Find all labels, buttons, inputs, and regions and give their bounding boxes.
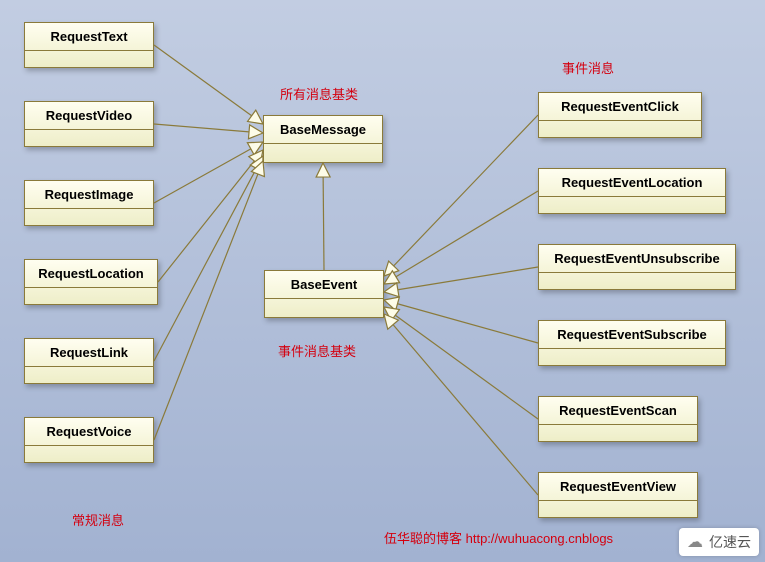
- class-title: RequestLocation: [25, 260, 157, 288]
- class-title: RequestEventScan: [539, 397, 697, 425]
- watermark: ☁ 亿速云: [679, 528, 759, 556]
- inheritance-edge: [154, 124, 249, 132]
- inheritance-arrowhead-icon: [250, 156, 263, 172]
- class-RequestEventSubscribe: RequestEventSubscribe: [538, 320, 726, 366]
- inheritance-arrowhead-icon: [251, 161, 264, 177]
- inheritance-arrowhead-icon: [249, 150, 263, 165]
- annotation-regular_msg: 常规消息: [72, 510, 124, 529]
- class-title: RequestEventView: [539, 473, 697, 501]
- class-title: RequestEventLocation: [539, 169, 725, 197]
- inheritance-arrowhead-icon: [384, 307, 399, 321]
- inheritance-arrowhead-icon: [384, 283, 399, 297]
- class-body: [25, 288, 157, 302]
- class-title: BaseMessage: [264, 116, 382, 144]
- class-RequestText: RequestText: [24, 22, 154, 68]
- annotation-blog: 伍华聪的博客 http://wuhuacong.cnblogs: [384, 528, 613, 547]
- class-RequestEventLocation: RequestEventLocation: [538, 168, 726, 214]
- class-title: RequestEventSubscribe: [539, 321, 725, 349]
- class-body: [25, 130, 153, 144]
- inheritance-edge: [395, 315, 538, 419]
- inheritance-edge: [394, 115, 538, 266]
- inheritance-arrowhead-icon: [248, 110, 263, 124]
- inheritance-arrowhead-icon: [384, 271, 400, 284]
- inheritance-arrowhead-icon: [316, 163, 330, 177]
- class-RequestImage: RequestImage: [24, 180, 154, 226]
- class-body: [539, 349, 725, 363]
- class-body: [539, 273, 735, 287]
- inheritance-edge: [154, 168, 256, 361]
- inheritance-arrowhead-icon: [384, 261, 399, 276]
- inheritance-edge: [158, 161, 254, 282]
- class-body: [25, 51, 153, 65]
- class-title: RequestEventUnsubscribe: [539, 245, 735, 273]
- inheritance-arrowhead-icon: [384, 297, 399, 310]
- class-body: [539, 197, 725, 211]
- watermark-text: 亿速云: [709, 532, 751, 552]
- cloud-icon: ☁: [687, 532, 703, 552]
- inheritance-edge: [154, 149, 251, 203]
- class-body: [264, 144, 382, 158]
- inheritance-arrowhead-icon: [248, 125, 263, 139]
- class-RequestVoice: RequestVoice: [24, 417, 154, 463]
- class-BaseMessage: BaseMessage: [263, 115, 383, 163]
- class-body: [539, 121, 701, 135]
- class-RequestLink: RequestLink: [24, 338, 154, 384]
- inheritance-edge: [154, 174, 258, 440]
- annotation-all_msg_base: 所有消息基类: [280, 84, 358, 103]
- class-body: [265, 299, 383, 313]
- class-RequestVideo: RequestVideo: [24, 101, 154, 147]
- class-RequestEventView: RequestEventView: [538, 472, 698, 518]
- inheritance-arrowhead-icon: [384, 314, 398, 329]
- annotation-event_msg: 事件消息: [562, 58, 614, 77]
- class-title: RequestImage: [25, 181, 153, 209]
- inheritance-edge: [323, 177, 324, 270]
- class-title: RequestVideo: [25, 102, 153, 130]
- class-BaseEvent: BaseEvent: [264, 270, 384, 318]
- class-title: RequestEventClick: [539, 93, 701, 121]
- diagram-canvas: RequestText RequestVideo RequestImage Reque…: [0, 0, 765, 562]
- class-title: RequestVoice: [25, 418, 153, 446]
- inheritance-edge: [397, 304, 538, 343]
- class-RequestEventUnsubscribe: RequestEventUnsubscribe: [538, 244, 736, 290]
- inheritance-edge: [396, 191, 538, 277]
- class-body: [25, 446, 153, 460]
- class-title: BaseEvent: [265, 271, 383, 299]
- class-body: [539, 501, 697, 515]
- inheritance-arrowhead-icon: [247, 142, 263, 155]
- class-title: RequestLink: [25, 339, 153, 367]
- class-body: [25, 209, 153, 223]
- class-body: [25, 367, 153, 381]
- class-RequestEventClick: RequestEventClick: [538, 92, 702, 138]
- class-title: RequestText: [25, 23, 153, 51]
- inheritance-edge: [398, 267, 538, 290]
- annotation-event_base: 事件消息基类: [278, 341, 356, 360]
- inheritance-edge: [154, 45, 252, 116]
- class-RequestLocation: RequestLocation: [24, 259, 158, 305]
- class-RequestEventScan: RequestEventScan: [538, 396, 698, 442]
- class-body: [539, 425, 697, 439]
- inheritance-edge: [393, 325, 538, 495]
